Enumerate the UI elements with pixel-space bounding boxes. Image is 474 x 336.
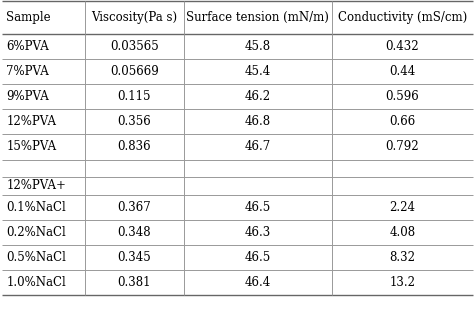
- Text: 46.5: 46.5: [245, 251, 271, 264]
- Text: 13.2: 13.2: [390, 276, 415, 289]
- Text: 6%PVA: 6%PVA: [6, 40, 49, 53]
- Text: 0.44: 0.44: [389, 65, 416, 78]
- Text: Surface tension (mN/m): Surface tension (mN/m): [186, 11, 329, 24]
- Text: 0.348: 0.348: [118, 226, 151, 239]
- Text: 0.367: 0.367: [117, 201, 151, 214]
- Text: 0.5%NaCl: 0.5%NaCl: [6, 251, 66, 264]
- Text: 0.2%NaCl: 0.2%NaCl: [6, 226, 66, 239]
- Text: 0.381: 0.381: [118, 276, 151, 289]
- Text: 7%PVA: 7%PVA: [6, 65, 49, 78]
- Text: 1.0%NaCl: 1.0%NaCl: [6, 276, 66, 289]
- Text: 0.836: 0.836: [118, 140, 151, 154]
- Text: 0.345: 0.345: [117, 251, 151, 264]
- Text: 0.356: 0.356: [117, 115, 151, 128]
- Text: 4.08: 4.08: [389, 226, 416, 239]
- Text: 12%PVA: 12%PVA: [6, 115, 56, 128]
- Text: 46.3: 46.3: [245, 226, 271, 239]
- Text: 9%PVA: 9%PVA: [6, 90, 49, 103]
- Text: 46.2: 46.2: [245, 90, 271, 103]
- Text: 0.115: 0.115: [118, 90, 151, 103]
- Text: 0.432: 0.432: [386, 40, 419, 53]
- Text: 45.4: 45.4: [245, 65, 271, 78]
- Text: 0.03565: 0.03565: [110, 40, 158, 53]
- Text: Viscosity(Pa s): Viscosity(Pa s): [91, 11, 177, 24]
- Text: 0.66: 0.66: [389, 115, 416, 128]
- Text: 0.1%NaCl: 0.1%NaCl: [6, 201, 66, 214]
- Text: 12%PVA+: 12%PVA+: [6, 179, 66, 192]
- Text: 46.5: 46.5: [245, 201, 271, 214]
- Text: 46.4: 46.4: [245, 276, 271, 289]
- Text: 15%PVA: 15%PVA: [6, 140, 56, 154]
- Text: 0.792: 0.792: [386, 140, 419, 154]
- Text: 2.24: 2.24: [390, 201, 415, 214]
- Text: 45.8: 45.8: [245, 40, 271, 53]
- Text: 8.32: 8.32: [390, 251, 415, 264]
- Text: 46.8: 46.8: [245, 115, 271, 128]
- Text: Sample: Sample: [6, 11, 51, 24]
- Text: 0.05669: 0.05669: [110, 65, 158, 78]
- Text: Conductivity (mS/cm): Conductivity (mS/cm): [338, 11, 467, 24]
- Text: 0.596: 0.596: [385, 90, 419, 103]
- Text: 46.7: 46.7: [245, 140, 271, 154]
